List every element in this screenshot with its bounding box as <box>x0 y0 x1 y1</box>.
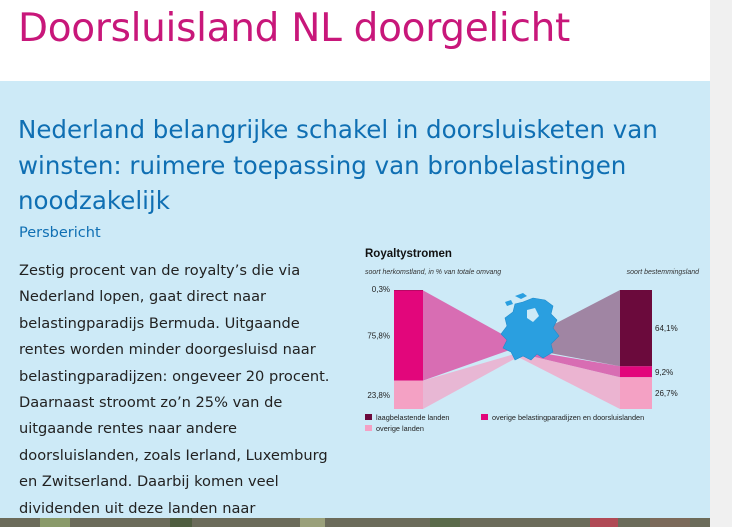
value-label-left: 0,3% <box>372 285 390 294</box>
footer-strip <box>0 518 710 527</box>
bar-right-1 <box>620 366 652 378</box>
subtitle-persbericht[interactable]: Persbericht <box>19 225 101 241</box>
chart-right-label: soort bestemmingsland <box>627 269 700 276</box>
bar-left-0 <box>394 290 423 291</box>
value-label-left: 75,8% <box>367 332 390 341</box>
map-lake <box>527 308 539 322</box>
document-page: Doorsluisland NL doorgelicht Nederland b… <box>0 6 710 527</box>
bar-left-1 <box>394 290 423 381</box>
map-shape <box>500 297 560 361</box>
legend-item: overige landen <box>376 424 424 433</box>
strip-block <box>650 518 690 527</box>
legend-swatch <box>365 425 372 431</box>
value-label-left: 23,8% <box>367 391 390 400</box>
bar-right-2 <box>620 377 652 409</box>
legend-swatch <box>365 414 372 420</box>
value-label-right: 64,1% <box>655 324 678 333</box>
flow-right-other <box>518 353 620 409</box>
right-bars <box>620 290 652 409</box>
strip-block <box>170 518 192 527</box>
strip-block <box>40 518 70 527</box>
vertical-scrollbar[interactable] <box>710 0 732 527</box>
legend-item: laagbelastende landen <box>376 413 449 422</box>
page-title: Doorsluisland NL doorgelicht <box>18 6 571 51</box>
headline: Nederland belangrijke schakel in doorslu… <box>18 115 658 215</box>
left-bars <box>394 290 423 409</box>
legend-item: overige belastingparadijzen en doorsluis… <box>492 413 644 422</box>
netherlands-map-icon <box>500 293 560 361</box>
bar-right-0 <box>620 290 652 367</box>
strip-block <box>300 518 325 527</box>
value-label-right: 9,2% <box>655 368 673 377</box>
legend-swatch <box>481 414 488 420</box>
chart-legend: laagbelastende landen overige belastingpa… <box>365 413 644 433</box>
value-labels: 0,3% 75,8% 23,8% 64,1% 9,2% 26,7% <box>367 285 677 400</box>
flow-left-conduit <box>423 290 518 381</box>
strip-block <box>590 518 618 527</box>
bar-left-2 <box>394 380 423 409</box>
map-islands <box>505 293 527 306</box>
chart-title: Royaltystromen <box>365 248 452 260</box>
body-text: Zestig procent van de royalty’s die via … <box>19 262 330 517</box>
chart-left-label: soort herkomstland, in % van totale omva… <box>365 269 501 276</box>
strip-block <box>430 518 460 527</box>
press-release-panel <box>0 81 710 527</box>
flow-left-other <box>423 353 518 409</box>
royalty-flow-chart: Royaltystromen soort herkomstland, in % … <box>365 248 700 433</box>
value-label-right: 26,7% <box>655 389 678 398</box>
